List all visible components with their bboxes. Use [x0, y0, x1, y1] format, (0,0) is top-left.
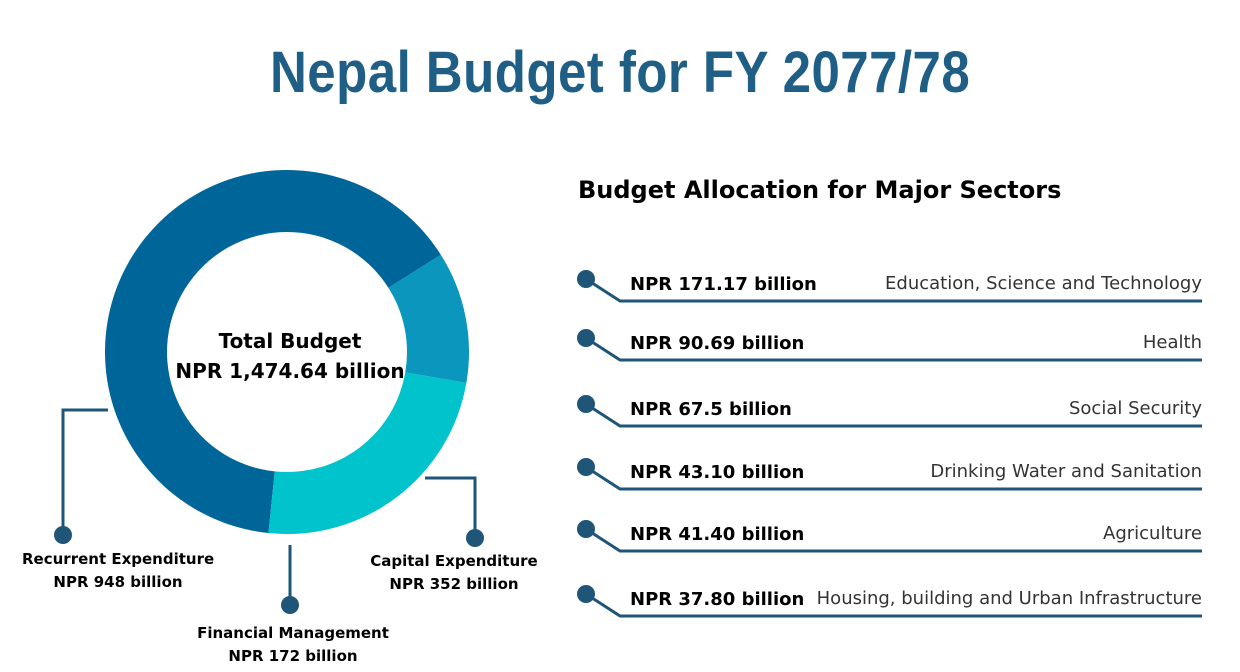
slice-label-value: NPR 948 billion [53, 573, 183, 591]
sector-row: NPR 171.17 billion Education, Science and… [575, 270, 1205, 310]
budget-donut-chart [54, 170, 484, 614]
sector-name: Housing, building and Urban Infrastructu… [816, 588, 1202, 609]
sector-connector-dot [577, 270, 595, 288]
slice-label-name: Financial Management [197, 624, 389, 642]
sector-connector-line [585, 336, 1202, 362]
sector-connector-dot [577, 585, 595, 603]
slice-label-name: Recurrent Expenditure [22, 550, 215, 568]
sector-connector [577, 520, 1202, 553]
sector-amount: NPR 43.10 billion [630, 462, 805, 483]
sector-amount: NPR 67.5 billion [630, 399, 792, 420]
sector-row: NPR 90.69 billion Health [575, 329, 1205, 369]
sector-connector-line [585, 527, 1202, 553]
sector-row: NPR 41.40 billion Agriculture [575, 520, 1205, 560]
recurrent-leader-line [61, 408, 108, 535]
sector-connector-line [585, 465, 1202, 491]
recurrent-expenditure-label: Recurrent Expenditure NPR 948 billion [22, 548, 214, 594]
sector-connector [577, 585, 1202, 618]
page-title: Nepal Budget for FY 2077/78 [270, 40, 971, 105]
sector-row: NPR 37.80 billion Housing, building and U… [575, 585, 1205, 625]
capital-leader-dot [466, 529, 484, 547]
sector-name: Drinking Water and Sanitation [930, 461, 1202, 482]
sector-amount: NPR 37.80 billion [630, 589, 805, 610]
slice-label-name: Capital Expenditure [370, 552, 538, 570]
sector-connector [577, 329, 1202, 362]
sector-connector-line [585, 592, 1202, 618]
total-budget-value: NPR 1,474.64 billion [175, 359, 405, 383]
sector-connector [577, 270, 1202, 303]
donut-center-label: Total Budget NPR 1,474.64 billion [160, 326, 420, 386]
recurrent-slice [104, 170, 441, 534]
sector-row: NPR 43.10 billion Drinking Water and Sani… [575, 458, 1205, 498]
sector-amount: NPR 41.40 billion [630, 524, 805, 545]
sector-connector-dot [577, 520, 595, 538]
financial-leader-dot [281, 596, 299, 614]
capital-slice [268, 372, 467, 534]
sector-connector-dot [577, 395, 595, 413]
sector-amount: NPR 171.17 billion [630, 274, 817, 295]
sector-name: Health [1142, 332, 1202, 353]
sector-name: Education, Science and Technology [885, 273, 1202, 294]
sector-connector-dot [577, 458, 595, 476]
capital-expenditure-label: Capital Expenditure NPR 352 billion [368, 550, 540, 596]
sector-connector-line [585, 277, 1202, 303]
sectors-title: Budget Allocation for Major Sectors [578, 176, 1062, 204]
sector-name: Social Security [1068, 398, 1202, 419]
sector-connector-dot [577, 329, 595, 347]
recurrent-leader-dot [54, 526, 72, 544]
sector-name: Agriculture [1103, 523, 1202, 544]
total-budget-label: Total Budget [218, 329, 362, 353]
sector-amount: NPR 90.69 billion [630, 333, 805, 354]
financial-management-label: Financial Management NPR 172 billion [195, 622, 391, 668]
capital-leader-line [425, 476, 477, 538]
slice-label-value: NPR 172 billion [228, 647, 358, 665]
sector-connector-line [585, 402, 1202, 428]
financial-slice [388, 254, 469, 383]
sector-connector [577, 395, 1202, 428]
sector-connector [577, 458, 1202, 491]
sector-row: NPR 67.5 billion Social Security [575, 395, 1205, 435]
slice-label-value: NPR 352 billion [389, 575, 519, 593]
